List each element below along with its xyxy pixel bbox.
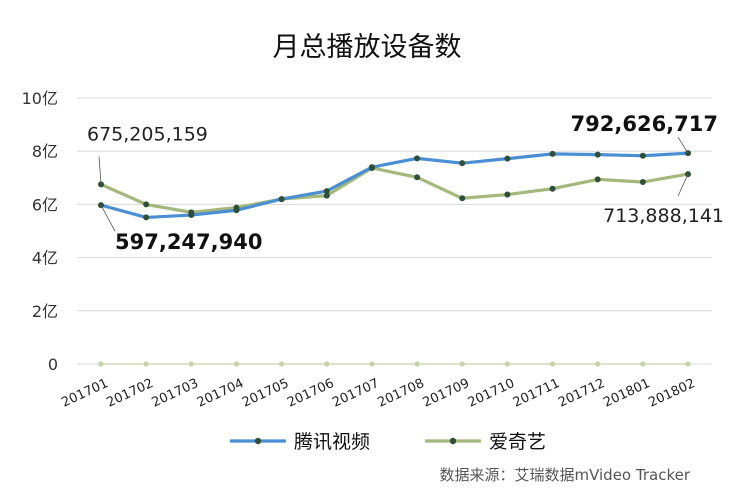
zero-point — [143, 361, 149, 367]
source-note: 数据来源：艾瑞数据mVideo Tracker — [439, 466, 690, 484]
annotation-leader — [677, 136, 689, 154]
zero-point — [685, 361, 691, 367]
x-tick-label: 201704 — [195, 376, 246, 411]
data-label: 713,888,141 — [603, 205, 724, 227]
data-point — [639, 152, 646, 159]
zero-point — [279, 361, 285, 367]
data-point — [368, 164, 375, 171]
data-label: 792,626,717 — [571, 112, 718, 136]
data-point — [504, 155, 511, 162]
zero-point — [549, 361, 556, 367]
zero-point — [595, 361, 601, 367]
y-tick-label: 2亿 — [32, 302, 58, 321]
x-tick-label: 201701 — [59, 376, 110, 411]
data-point — [323, 192, 330, 199]
annotation-leader — [677, 173, 689, 197]
y-tick-label: 4亿 — [32, 249, 58, 268]
x-tick-label: 201802 — [646, 376, 697, 411]
data-point — [143, 214, 150, 221]
legend: 腾讯视频 爱奇艺 — [230, 431, 546, 453]
zero-point — [233, 361, 240, 367]
legend-swatch-marker — [449, 437, 457, 445]
annotation-leader — [98, 156, 102, 185]
x-axis-ticks: 2017012017022017032017042017052017062017… — [59, 376, 697, 411]
data-point — [549, 150, 556, 157]
x-tick-label: 201702 — [105, 376, 156, 411]
data-point — [233, 204, 240, 211]
annotation-leader — [100, 204, 116, 232]
series-line — [99, 166, 690, 214]
x-tick-label: 201705 — [240, 376, 291, 411]
legend-label: 腾讯视频 — [294, 431, 370, 453]
data-annotations: 675,205,159 597,247,940 792,626,717 713,888… — [87, 112, 724, 254]
legend-swatch-marker — [254, 437, 262, 445]
data-point — [594, 176, 601, 183]
legend-label: 爱奇艺 — [489, 431, 546, 453]
y-tick-label: 6亿 — [32, 195, 58, 214]
data-point — [414, 155, 421, 162]
x-tick-label: 201706 — [285, 376, 336, 411]
y-tick-label: 10亿 — [22, 89, 58, 108]
data-point — [459, 160, 466, 167]
x-tick-label: 201801 — [601, 376, 652, 411]
chart-title: 月总播放设备数 — [273, 32, 462, 63]
data-point — [323, 188, 330, 195]
x-tick-label: 201712 — [556, 376, 607, 411]
data-point — [188, 209, 195, 216]
zero-point — [459, 361, 465, 367]
data-point — [143, 201, 150, 208]
zero-point — [369, 361, 375, 367]
zero-point — [188, 361, 194, 367]
zero-baseline-points — [98, 361, 691, 367]
data-point — [594, 151, 601, 158]
zero-point — [640, 361, 646, 367]
zero-point — [414, 361, 420, 367]
data-point — [414, 174, 421, 181]
data-label: 675,205,159 — [87, 123, 208, 145]
y-tick-label: 0 — [48, 355, 58, 374]
zero-point — [504, 361, 510, 367]
y-tick-label: 8亿 — [32, 142, 58, 161]
data-point — [278, 196, 285, 203]
y-axis-ticks: 0 2亿 4亿 6亿 8亿 10亿 — [22, 89, 58, 374]
data-point — [504, 191, 511, 198]
x-tick-label: 201703 — [150, 376, 201, 411]
zero-point — [98, 361, 104, 367]
data-label: 597,247,940 — [115, 230, 262, 254]
x-tick-label: 201708 — [375, 376, 426, 411]
zero-point — [324, 361, 330, 367]
x-tick-label: 201709 — [421, 376, 472, 411]
data-point — [549, 185, 556, 192]
x-tick-label: 201711 — [511, 376, 562, 411]
data-point — [639, 179, 646, 186]
series-line — [99, 151, 690, 220]
series-lines — [98, 150, 691, 221]
x-tick-label: 201707 — [330, 376, 381, 411]
data-point — [459, 195, 466, 202]
x-tick-label: 201710 — [466, 376, 517, 411]
